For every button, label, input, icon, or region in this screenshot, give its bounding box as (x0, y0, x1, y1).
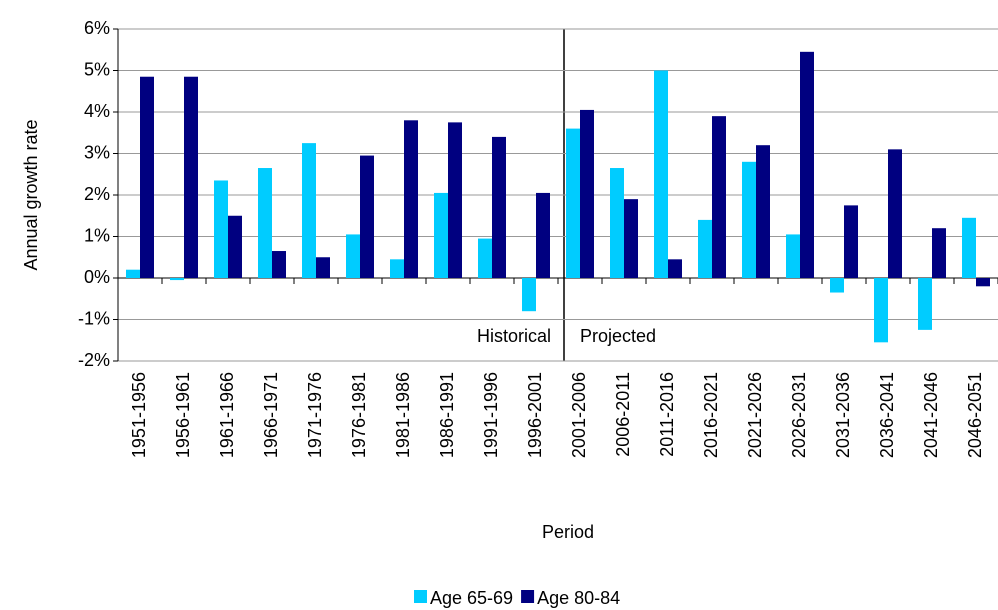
x-tick-label: 2036-2041 (877, 372, 897, 458)
x-tick-label: 1996-2001 (525, 372, 545, 458)
bar (346, 234, 360, 278)
bar (786, 234, 800, 278)
x-tick-label: 1986-1991 (437, 372, 457, 458)
bar (742, 161, 756, 278)
y-tick-label: -2% (78, 350, 110, 370)
bar (184, 76, 198, 278)
bar (434, 192, 448, 278)
bar (170, 278, 184, 281)
bar (140, 76, 154, 278)
x-tick-label: 1961-1966 (217, 372, 237, 458)
x-tick-label: 1976-1981 (349, 372, 369, 458)
bar (624, 199, 638, 278)
bar (448, 122, 462, 278)
x-tick-label: 2001-2006 (569, 372, 589, 458)
y-tick-label: 5% (84, 59, 110, 79)
x-tick-label: 2026-2031 (789, 372, 809, 458)
bar (654, 70, 668, 278)
y-axis-title: Annual growth rate (21, 119, 41, 270)
bar (258, 168, 272, 278)
legend-label: Age 65-69 (430, 588, 513, 608)
bar (360, 155, 374, 278)
bar (800, 51, 814, 279)
legend-swatch (414, 590, 427, 603)
bar (228, 215, 242, 278)
x-tick-label: 1951-1956 (129, 372, 149, 458)
y-tick-label: -1% (78, 308, 110, 328)
x-tick-label: 1956-1961 (173, 372, 193, 458)
bar (522, 278, 536, 312)
annotation: Projected (580, 326, 656, 346)
y-tick-label: 6% (84, 18, 110, 38)
bar (492, 136, 506, 278)
x-tick-label: 2016-2021 (701, 372, 721, 458)
x-tick-label: 2046-2051 (965, 372, 985, 458)
bar (888, 149, 902, 278)
bar (932, 228, 946, 278)
bar (756, 145, 770, 278)
bar (302, 143, 316, 278)
bar (126, 269, 140, 278)
x-tick-label: 2021-2026 (745, 372, 765, 458)
bar (390, 259, 404, 278)
x-tick-label: 2041-2046 (921, 372, 941, 458)
bar (214, 180, 228, 278)
x-tick-label: 2011-2016 (657, 372, 677, 457)
x-tick-label: 1981-1986 (393, 372, 413, 458)
bar (316, 257, 330, 278)
legend-label: Age 80-84 (537, 588, 620, 608)
bar (272, 251, 286, 278)
y-tick-label: 4% (84, 101, 110, 121)
x-tick-label: 1966-1971 (261, 372, 281, 458)
y-tick-label: 1% (84, 225, 110, 245)
bar (874, 278, 888, 343)
bar (404, 120, 418, 278)
bar (844, 205, 858, 278)
bar (536, 192, 550, 278)
bar (478, 238, 492, 278)
bar (698, 219, 712, 278)
bar (830, 278, 844, 293)
bar (668, 259, 682, 278)
y-tick-label: 0% (84, 267, 110, 287)
annotation: Historical (477, 326, 551, 346)
bar (566, 128, 580, 278)
x-tick-label: 1991-1996 (481, 372, 501, 458)
x-tick-label: 2006-2011 (613, 372, 633, 457)
x-tick-label: 1971-1976 (305, 372, 325, 458)
x-axis-title: Period (542, 522, 594, 542)
bar (918, 278, 932, 330)
y-tick-label: 3% (84, 142, 110, 162)
bar (712, 116, 726, 279)
legend-swatch (521, 590, 535, 603)
bar (610, 168, 624, 278)
x-tick-label: 2031-2036 (833, 372, 853, 458)
y-tick-label: 2% (84, 184, 110, 204)
bar (962, 217, 976, 278)
bar (976, 278, 990, 287)
bar (580, 109, 594, 278)
